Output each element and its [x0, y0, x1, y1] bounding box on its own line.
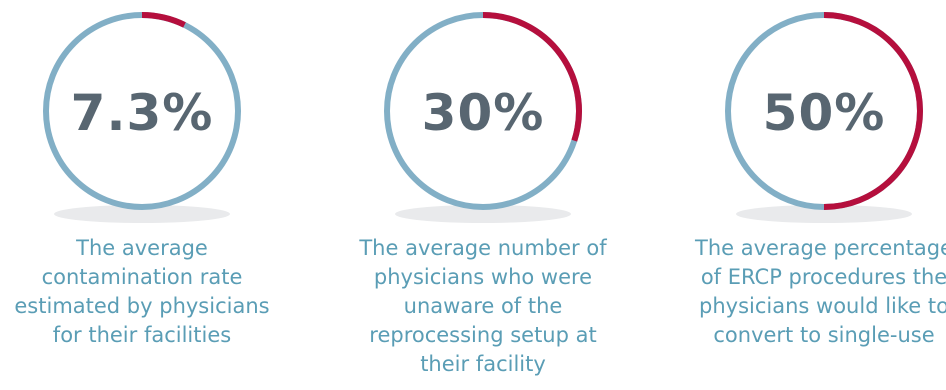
- caption-line: their facility: [420, 352, 546, 376]
- caption-line: physicians who were: [373, 265, 593, 289]
- stat-contamination-rate: 7.3% The average contamination rate esti…: [0, 0, 292, 390]
- donut-chart: [384, 12, 582, 223]
- donut-value-arc: [141, 12, 186, 28]
- donut-value-arc: [482, 12, 582, 142]
- stat-unaware-physicians: 30% The average number of physicians who…: [333, 0, 633, 390]
- caption-line: reprocessing setup at: [369, 323, 597, 347]
- donut-shadow: [54, 205, 230, 223]
- donut-shadow: [736, 205, 912, 223]
- donut-chart: [725, 12, 923, 223]
- stat-value: 7.3%: [70, 84, 214, 142]
- stat-caption: The average number of physicians who wer…: [333, 234, 633, 379]
- caption-line: physicians would like to: [699, 294, 946, 318]
- caption-line: for their facilities: [52, 323, 232, 347]
- stat-value: 50%: [762, 84, 886, 142]
- donut-value-arc: [823, 12, 923, 210]
- donut-shadow: [395, 205, 571, 223]
- caption-line: contamination rate: [41, 265, 243, 289]
- caption-line: estimated by physicians: [14, 294, 270, 318]
- caption-line: convert to single-use: [713, 323, 935, 347]
- caption-line: unaware of the: [403, 294, 563, 318]
- stat-value: 30%: [421, 84, 545, 142]
- caption-line: The average: [76, 236, 208, 260]
- stat-caption: The average contamination rate estimated…: [0, 234, 292, 350]
- stat-single-use-conversion: 50% The average percentage of ERCP proce…: [674, 0, 946, 390]
- donut-chart: [43, 12, 241, 223]
- caption-line: The average number of: [359, 236, 607, 260]
- caption-line: The average percentage: [695, 236, 946, 260]
- caption-line: of ERCP procedures the: [700, 265, 946, 289]
- stat-caption: The average percentage of ERCP procedure…: [674, 234, 946, 350]
